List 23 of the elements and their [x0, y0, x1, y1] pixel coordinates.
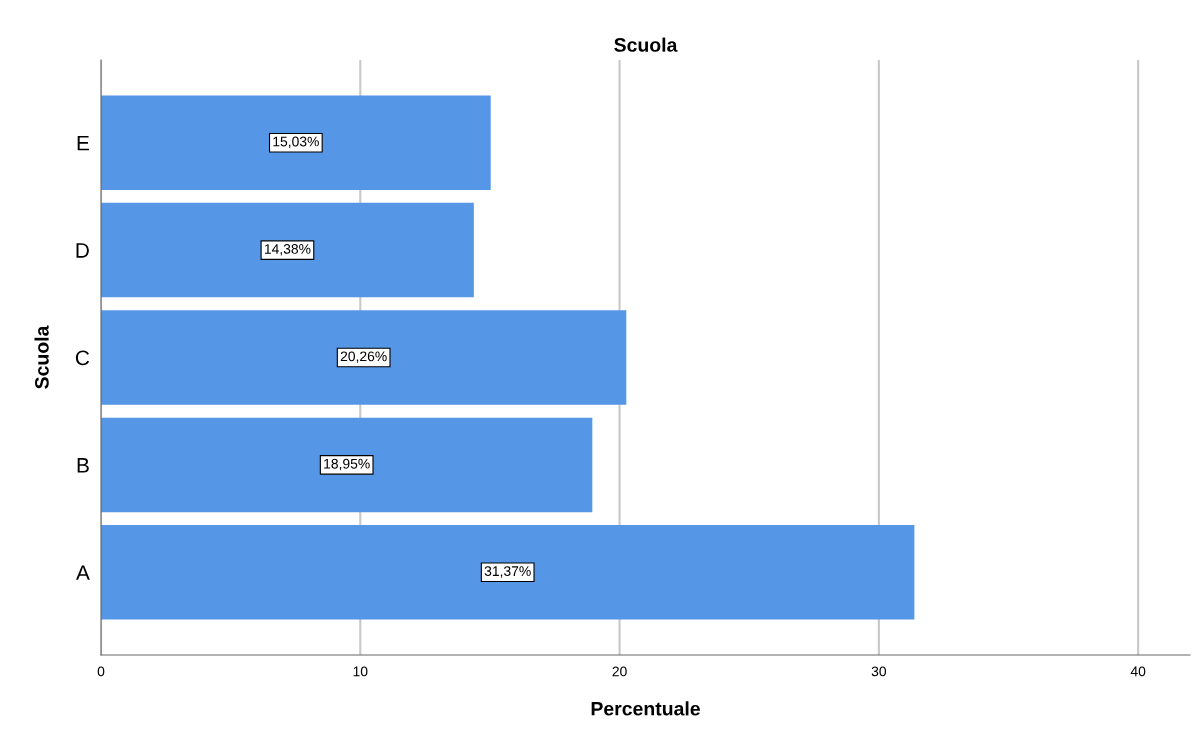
data-label: 20,26%	[340, 351, 387, 363]
bar	[101, 95, 491, 190]
bar	[101, 310, 627, 405]
y-tick-label: B	[77, 458, 89, 473]
x-tick-label: 30	[871, 666, 887, 677]
data-label: 18,95%	[324, 458, 370, 471]
x-tick-label: 20	[612, 666, 627, 677]
chart-title: Scuola	[614, 37, 678, 52]
bar	[101, 202, 474, 298]
data-label: 31,37%	[484, 566, 531, 578]
x-tick-label: 10	[353, 666, 368, 677]
y-axis-title: Scuola	[34, 325, 49, 389]
bar	[101, 417, 593, 513]
x-tick-label: 40	[1130, 666, 1146, 677]
data-label: 14,38%	[264, 243, 311, 256]
x-axis-title: Percentuale	[591, 701, 700, 716]
y-tick-label: A	[76, 565, 90, 580]
y-tick-label: D	[76, 243, 89, 258]
bar	[101, 525, 915, 620]
y-tick-label: C	[75, 350, 90, 366]
y-tick-label: E	[77, 135, 89, 151]
x-tick-label: 0	[97, 666, 105, 677]
data-label: 15,03%	[273, 136, 319, 149]
